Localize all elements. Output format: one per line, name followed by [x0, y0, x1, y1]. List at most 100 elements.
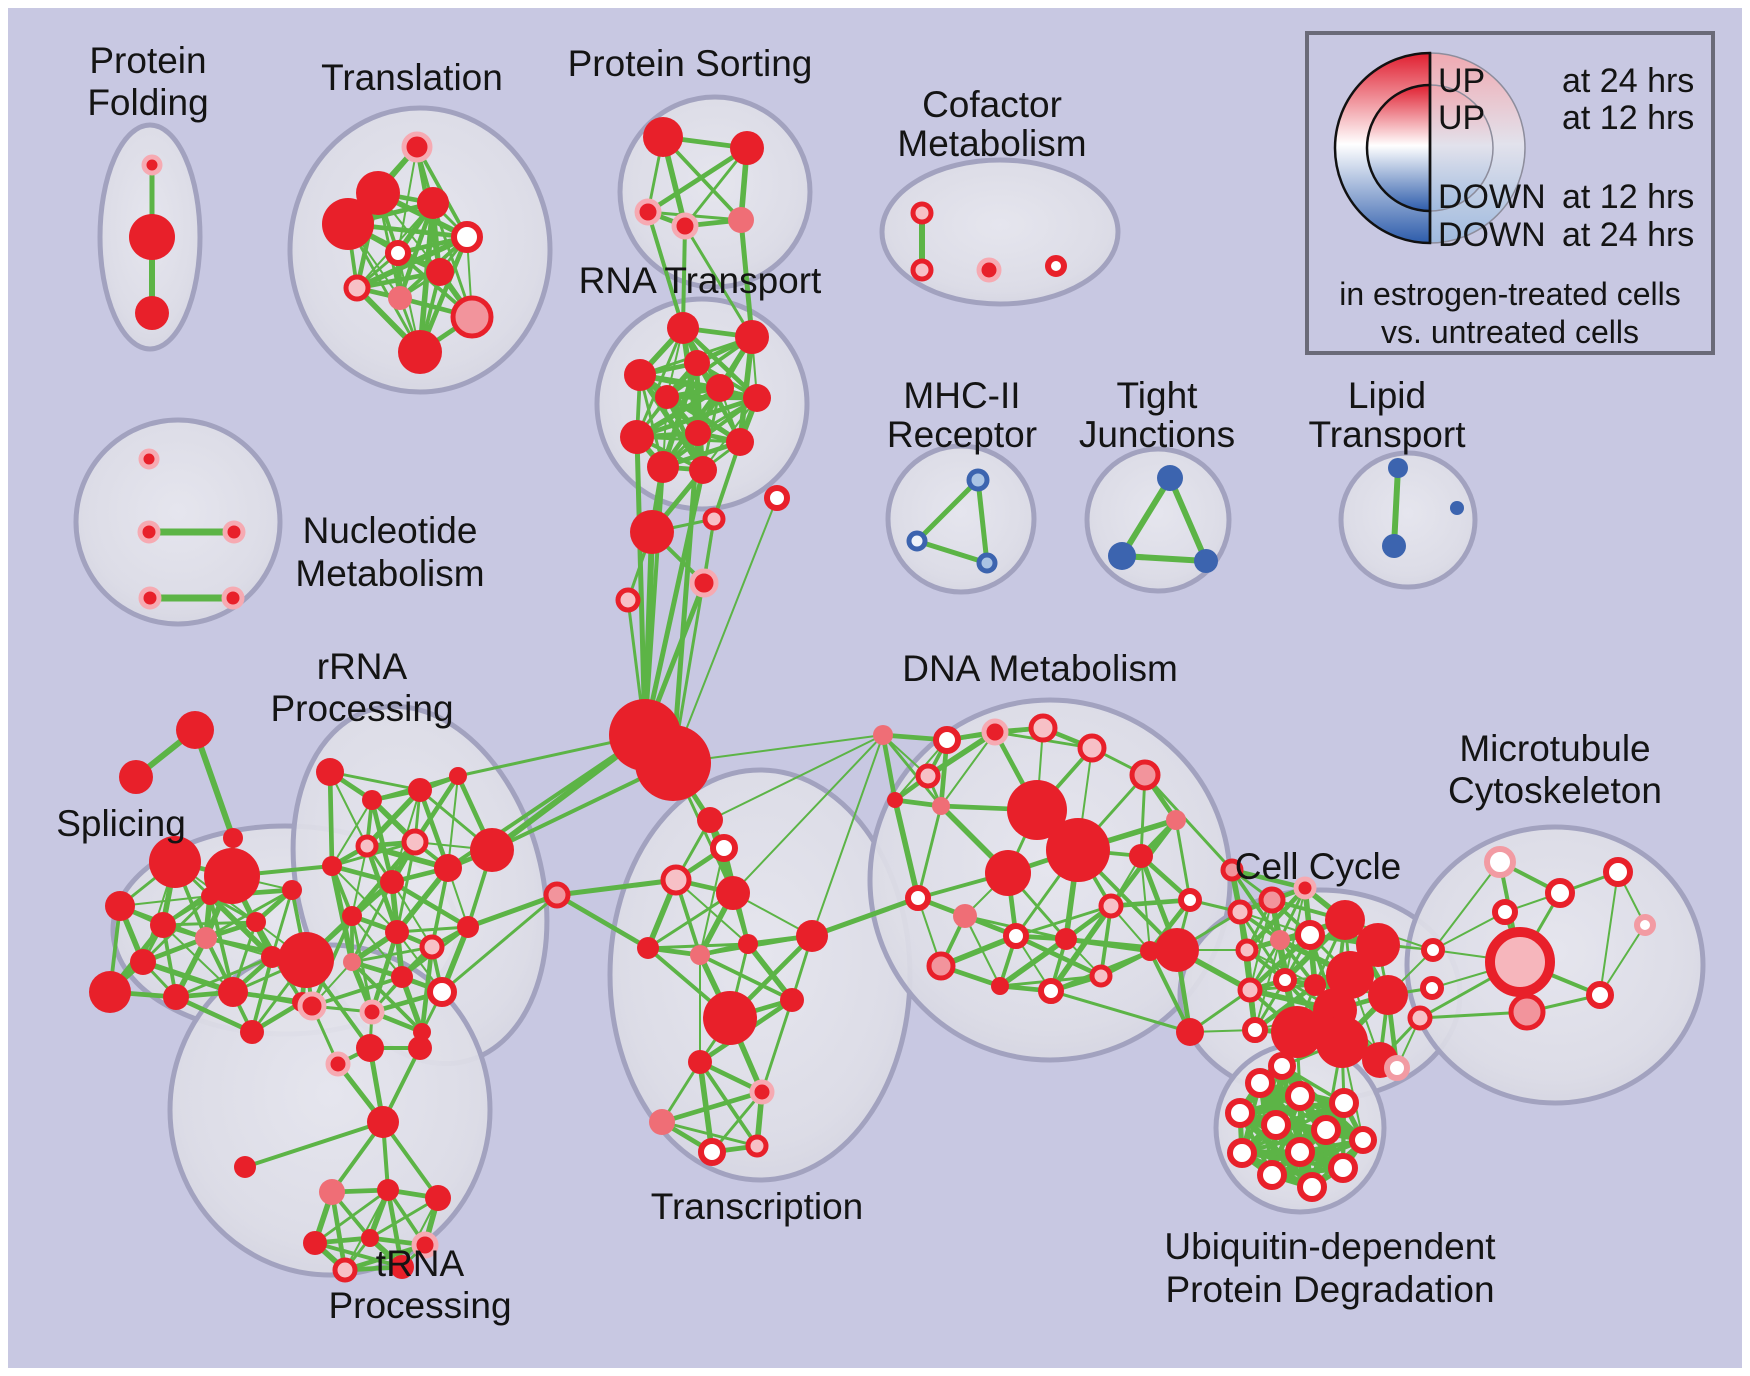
node-dn-23 [1140, 941, 1160, 961]
node-mh-2 [976, 552, 998, 574]
node-tc-3 [367, 1106, 399, 1138]
node-dn-2 [981, 718, 1009, 746]
edge [665, 335, 754, 399]
node-tc-2 [408, 1036, 432, 1060]
node-dn-19 [926, 951, 956, 981]
edge [660, 1120, 759, 1148]
edge [683, 224, 754, 339]
node-dn-9 [1046, 818, 1110, 882]
node-mt-10 [1407, 1005, 1433, 1031]
edge [368, 1196, 440, 1240]
cluster-label-lt: Lipid [1348, 375, 1426, 416]
edge [645, 145, 750, 215]
node-lt-1 [1382, 534, 1406, 558]
node-dn-11 [1129, 759, 1161, 791]
node-ub-1 [1285, 1081, 1315, 1111]
node-cc-21 [1384, 1055, 1410, 1081]
cluster-label-cf: Metabolism [897, 123, 1086, 164]
node-dn-14 [905, 885, 931, 911]
node-cc-5 [1235, 938, 1259, 962]
cluster-label-tc: tRNA [376, 1243, 465, 1284]
node-cc-4 [1293, 876, 1317, 900]
node-tx-0 [697, 807, 723, 833]
cluster-bubble-lt [1338, 450, 1478, 590]
edge [329, 863, 355, 965]
node-nm-1 [137, 520, 161, 544]
node-dn-6 [887, 792, 903, 808]
node-rr-7 [380, 870, 404, 894]
node-mt-1 [1545, 878, 1575, 908]
node-mh-0 [966, 468, 990, 492]
node-tr-10 [398, 330, 442, 374]
edge [916, 804, 943, 900]
node-tr-7 [343, 274, 371, 302]
node-ub-10 [1257, 1160, 1287, 1190]
edge [364, 787, 423, 849]
node-dn-24 [1178, 888, 1202, 912]
node-tx-10 [780, 988, 804, 1012]
cluster-label-tj: Tight [1117, 375, 1199, 416]
node-tj-2 [1194, 549, 1218, 573]
edge [1174, 818, 1192, 902]
edge [554, 892, 651, 951]
edge [465, 892, 560, 930]
edge [659, 1089, 765, 1125]
node-rr-14 [343, 953, 361, 971]
edge [440, 893, 559, 994]
node-tj-1 [1108, 542, 1136, 570]
edge [892, 797, 921, 901]
node-dn-20 [991, 977, 1009, 995]
node-tg-1 [119, 760, 153, 794]
node-dn-0 [873, 725, 893, 745]
node-mh-1 [906, 530, 928, 552]
cluster-label-mt: Microtubule [1459, 728, 1650, 769]
node-th-4 [361, 1229, 379, 1247]
cluster-label-tr: Translation [321, 57, 503, 98]
edge [331, 865, 398, 933]
edge [698, 953, 794, 1002]
cluster-label-cf: Cofactor [922, 84, 1062, 125]
edge [1119, 475, 1173, 559]
node-cc-15 [1368, 975, 1408, 1015]
edge [208, 894, 235, 994]
legend-caption-1: vs. untreated cells [1381, 314, 1639, 350]
node-th-5 [411, 1231, 439, 1259]
edge [635, 326, 685, 439]
node-sp-13 [240, 1020, 264, 1044]
node-rr-9 [470, 828, 514, 872]
edge [1049, 989, 1192, 1034]
edge [331, 799, 373, 867]
edge [940, 731, 996, 807]
edge [1432, 911, 1506, 951]
node-cc-13 [1356, 923, 1400, 967]
node-sp-9 [261, 946, 283, 968]
node-cc-14 [1326, 951, 1374, 999]
node-hb-6 [615, 587, 641, 613]
node-rt-9 [726, 428, 754, 456]
edge [250, 955, 274, 1034]
edge [1013, 933, 1104, 979]
edge [732, 734, 884, 894]
node-mt-8 [1421, 938, 1445, 962]
node-rr-6 [322, 856, 342, 876]
node-rt-10 [647, 451, 679, 483]
node-hb-1 [635, 725, 711, 801]
edge [554, 877, 679, 898]
edge [642, 467, 706, 738]
node-rt-2 [684, 350, 710, 376]
node-ub-12 [1268, 1052, 1296, 1080]
node-dn-3 [1028, 713, 1058, 743]
node-tx-11 [688, 1050, 712, 1074]
node-tj-0 [1157, 465, 1183, 491]
edge [1143, 773, 1234, 872]
node-sp-7 [163, 984, 189, 1010]
edge [1432, 861, 1501, 951]
edge [1278, 1062, 1347, 1172]
edge [313, 1188, 390, 1245]
node-dn-10 [985, 850, 1031, 896]
node-ub-6 [1349, 1126, 1377, 1154]
node-tx-12 [749, 1079, 775, 1105]
node-mt-9 [1420, 976, 1444, 1000]
edge [354, 234, 470, 291]
